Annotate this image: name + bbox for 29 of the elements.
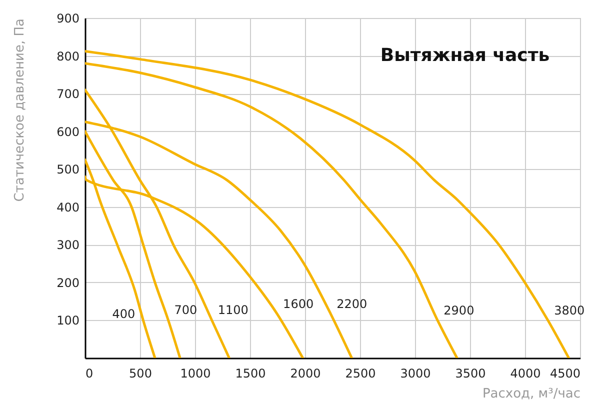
series-label: 700 [174, 303, 198, 318]
y-tick-label: 900 [56, 12, 80, 26]
x-tick-label: 4500 [550, 366, 580, 380]
series-label: 2200 [336, 296, 368, 311]
y-tick-label: 700 [56, 87, 80, 102]
series-label: 2900 [444, 304, 474, 318]
y-tick-label: 100 [56, 314, 80, 328]
y-tick-label: 200 [56, 276, 80, 290]
text: Вытяжная часть [380, 45, 550, 66]
x-axis-title: Расход, м³/час [482, 386, 580, 402]
x-tick-label: 1000 [180, 366, 211, 380]
y-tick-label: 300 [56, 238, 80, 252]
x-tick-label: 500 [129, 366, 152, 380]
series-label: 1600 [283, 296, 314, 311]
y-tick-label: 800 [56, 49, 80, 64]
x-tick-label: 3000 [400, 366, 431, 380]
series-label: 400 [112, 307, 136, 322]
x-tick-label: 2000 [290, 366, 321, 380]
series-label: 3800 [554, 304, 585, 318]
y-tick-label: 400 [56, 200, 80, 214]
y-tick-label: 500 [56, 162, 80, 177]
series-label: 1100 [218, 303, 248, 318]
x-tick-label: 0 [86, 366, 94, 380]
x-tick-label: 4000 [510, 366, 541, 380]
x-tick-label: 2500 [345, 366, 376, 380]
y-tick-label: 600 [56, 124, 80, 139]
y-axis-title: Статическое давление, Па [12, 18, 28, 202]
x-tick-label: 3500 [455, 366, 486, 380]
x-tick-label: 1500 [235, 366, 266, 380]
